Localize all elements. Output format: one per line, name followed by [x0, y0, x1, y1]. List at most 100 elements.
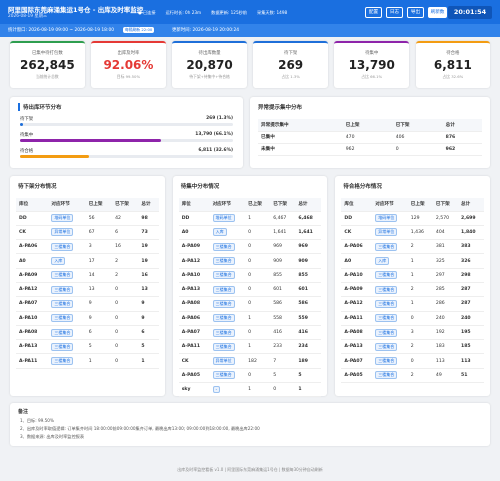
- tag: 入库: [212, 228, 227, 237]
- cell: A0: [178, 225, 210, 241]
- cell: 0: [245, 268, 271, 283]
- cell: A-PA12: [16, 282, 49, 298]
- row: A-PA09 三楼集合 2 285 287: [341, 282, 485, 298]
- cell: 三楼集合: [209, 239, 246, 255]
- cell: 287: [458, 282, 485, 298]
- cell: 416: [295, 325, 322, 341]
- cell: A-PA06: [178, 311, 210, 326]
- cell: 0: [245, 225, 271, 241]
- kpi-label: 待出库数量: [198, 51, 221, 56]
- item-name: 待下架: [20, 117, 34, 122]
- button[interactable]: 导出: [407, 7, 424, 18]
- cell: 1,840: [458, 225, 485, 241]
- column-header: 对应环节: [48, 198, 86, 212]
- item-value: 13,790 (66.1%): [195, 132, 233, 137]
- kpi-note: 占比 1.3%: [281, 74, 300, 79]
- panel-title: 待合格分布情况: [343, 184, 382, 190]
- cell: CK: [178, 353, 210, 369]
- cell: 56: [85, 211, 113, 226]
- tag: 入库: [375, 257, 390, 266]
- tag: 三楼集合: [375, 299, 398, 308]
- cell: 969: [295, 239, 322, 255]
- row: A-PA12 三楼集合 0 909 909: [178, 253, 322, 269]
- cell: 堆码单位: [209, 211, 246, 226]
- button[interactable]: 刷新数据: [428, 7, 447, 25]
- row: DD 堆码单位 56 42 98: [16, 211, 159, 226]
- cell: 13: [138, 282, 159, 298]
- tag: 三楼集合: [375, 328, 398, 337]
- kpi-value: 92.06%: [103, 58, 154, 72]
- tag: 三楼集合: [51, 357, 74, 366]
- cell: A-PA08: [341, 325, 373, 341]
- header-row: 库位 对应环节 已上架 已下架 总计: [16, 198, 159, 212]
- row: 已集中 470 406 876: [258, 131, 482, 144]
- cell: 0: [270, 382, 296, 398]
- cell: 三楼集合: [209, 296, 246, 312]
- kpi-label: 待集中: [365, 51, 379, 56]
- tag: 三楼集合: [212, 257, 235, 266]
- cell: A-PA11: [178, 339, 210, 355]
- row: A-PA09 三楼集合 14 2 16: [16, 268, 159, 283]
- item-name: 待集中: [20, 133, 34, 138]
- cell: 三楼集合: [48, 282, 86, 298]
- cell: 240: [432, 311, 459, 326]
- status-item: 运行时长: 0h 23m: [165, 10, 202, 15]
- cell: 240: [458, 311, 485, 326]
- row: CK 异常单位 1,436 404 1,840: [341, 225, 485, 241]
- cell: 855: [270, 268, 296, 283]
- cell: 异常单位: [48, 225, 86, 241]
- cell: 285: [432, 282, 459, 298]
- cell: sky: [178, 382, 210, 398]
- cell: 195: [458, 325, 485, 341]
- cell: 三楼集合: [48, 268, 86, 283]
- cell: 6: [112, 225, 139, 241]
- cell: A0: [341, 253, 373, 269]
- cell: 2: [407, 239, 433, 255]
- tag: 三楼集合: [375, 342, 398, 351]
- tag: 三楼集合: [212, 314, 235, 323]
- cell: 2: [407, 368, 433, 384]
- cell: 0: [112, 325, 139, 341]
- cell: 42: [112, 211, 139, 226]
- notes-panel: 备注 1、目标: 99.50% 2、出库及时率取值逻辑: 订单集齐时间 18:00…: [10, 403, 490, 446]
- cell: 9: [85, 311, 113, 326]
- cell: 5: [138, 339, 159, 355]
- cell: 异常单位: [209, 353, 246, 369]
- cell: 1: [85, 353, 113, 369]
- cell: 三楼集合: [209, 339, 246, 355]
- cell: 6: [85, 325, 113, 341]
- cell: 113: [458, 353, 485, 369]
- tag: 三楼集合: [375, 285, 398, 294]
- cell: 0: [407, 311, 433, 326]
- note-item: 3、数据来源: 出库及时率监控报表: [20, 434, 85, 439]
- column-header: 已下架: [392, 119, 443, 132]
- button[interactable]: 日志: [386, 7, 403, 18]
- cell: 16: [138, 268, 159, 283]
- cell: 558: [270, 311, 296, 326]
- panel-title: 待出库环节分布: [18, 103, 62, 111]
- row: A-PA13 三楼集合 2 183 185: [341, 339, 485, 355]
- cell: 0: [245, 239, 271, 255]
- column-header: 总计: [295, 198, 322, 212]
- cell: 2: [112, 253, 139, 269]
- cell: 13: [85, 282, 113, 298]
- cell: A-PA05: [341, 368, 373, 384]
- cell: 三楼集合: [209, 311, 246, 326]
- cell: 1: [407, 296, 433, 312]
- cell: 1: [245, 211, 271, 226]
- table-wrap: 库位 对应环节 已上架 已下架 总计 DD 堆码单位 56 42 98 CK 异常单位 67 6 73 A-P…: [16, 198, 159, 369]
- cell: A-PA12: [341, 296, 373, 312]
- row: 未集中 962 0 962: [258, 143, 482, 156]
- cell: 182: [245, 353, 271, 369]
- cell: 1,641: [295, 225, 322, 241]
- cell: 185: [458, 339, 485, 355]
- tag: 三楼集合: [212, 299, 235, 308]
- cell: 三楼集合: [209, 253, 246, 269]
- row: A-PA10 三楼集合 1 297 298: [341, 268, 485, 283]
- cell: 2,570: [432, 211, 459, 226]
- kpi-label: 出库及时率: [117, 51, 140, 56]
- button[interactable]: 配置: [365, 7, 382, 18]
- column-header: 库位: [178, 198, 210, 212]
- window-text: 统计窗口: 2026-08-19 09:00 ~ 2026-08-19 18:0…: [8, 28, 115, 33]
- cell: 297: [432, 268, 459, 283]
